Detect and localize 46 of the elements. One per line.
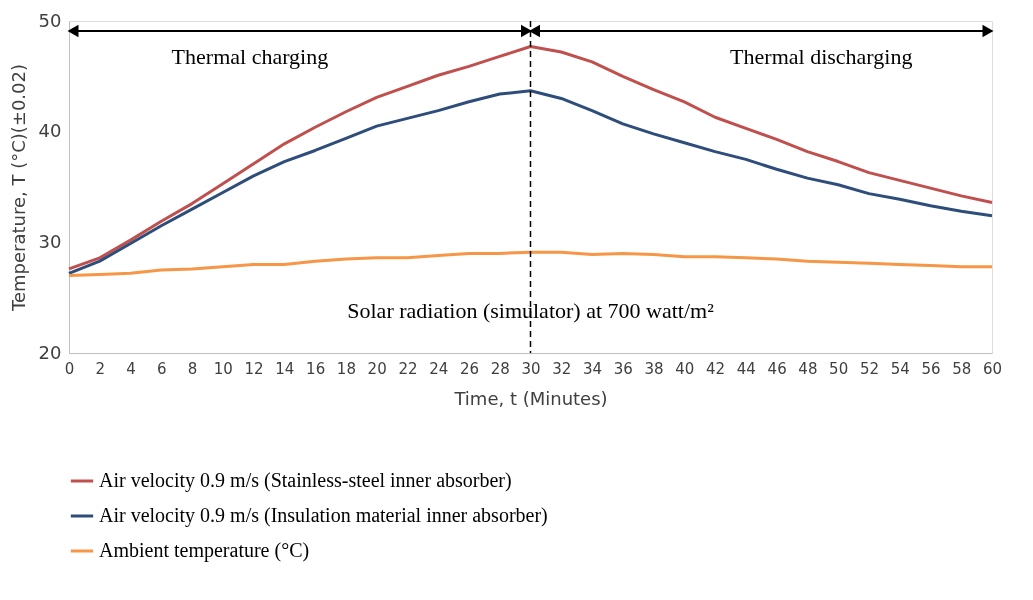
legend-label: Air velocity 0.9 m/s (Stainless-steel inner absorber) (99, 469, 512, 492)
x-tick-label: 0 (64, 359, 75, 378)
x-tick-label: 54 (890, 359, 910, 378)
x-tick-label: 52 (859, 359, 879, 378)
x-tick-label: 4 (126, 359, 136, 378)
x-tick-label: 48 (798, 359, 818, 378)
x-tick-label: 30 (521, 359, 541, 378)
x-tick-label: 58 (952, 359, 972, 378)
x-tick-label: 36 (613, 359, 633, 378)
x-tick-label: 46 (767, 359, 787, 378)
x-tick-label: 6 (157, 359, 167, 378)
x-tick-label: 18 (336, 359, 356, 378)
x-tick-label: 56 (921, 359, 941, 378)
annotation: Thermal discharging (730, 44, 913, 69)
legend-label: Air velocity 0.9 m/s (Insulation material inner absorber) (99, 504, 548, 527)
x-tick-label: 10 (213, 359, 233, 378)
x-tick-label: 44 (736, 359, 756, 378)
line-series (67, 44, 994, 271)
x-tick-label: 34 (582, 359, 603, 378)
x-tick-label: 16 (306, 359, 326, 378)
annotation: Solar radiation (simulator) at 700 watt/m² (347, 298, 715, 323)
legend-label: Ambient temperature (°C) (99, 539, 310, 562)
annotation: Thermal charging (171, 44, 329, 69)
x-tick-label: 50 (829, 359, 849, 378)
y-tick-label: 30 (38, 230, 62, 252)
y-tick-label: 20 (38, 341, 62, 363)
x-tick-label: 14 (275, 359, 295, 378)
x-tick-label: 22 (398, 359, 418, 378)
x-axis-title: Time, t (Minutes) (453, 387, 608, 409)
x-tick-label: 2 (95, 359, 106, 378)
line-series (67, 89, 994, 275)
line-series (67, 250, 994, 278)
x-tick-label: 32 (552, 359, 572, 378)
x-tick-label: 28 (490, 359, 510, 378)
y-tick-label: 40 (38, 120, 62, 142)
x-tick-label: 42 (706, 359, 726, 378)
y-tick-label: 50 (38, 9, 62, 31)
x-tick-label: 24 (429, 359, 449, 378)
x-tick-label: 38 (644, 359, 664, 378)
x-tick-label: 60 (982, 359, 1003, 378)
x-tick-label: 12 (244, 359, 264, 378)
x-tick-label: 20 (367, 359, 387, 378)
y-axis-title: Temperature, T (°C)(±0.02) (7, 64, 29, 312)
x-tick-label: 40 (675, 359, 695, 378)
x-tick-label: 26 (459, 359, 480, 378)
x-tick-label: 8 (187, 359, 198, 378)
